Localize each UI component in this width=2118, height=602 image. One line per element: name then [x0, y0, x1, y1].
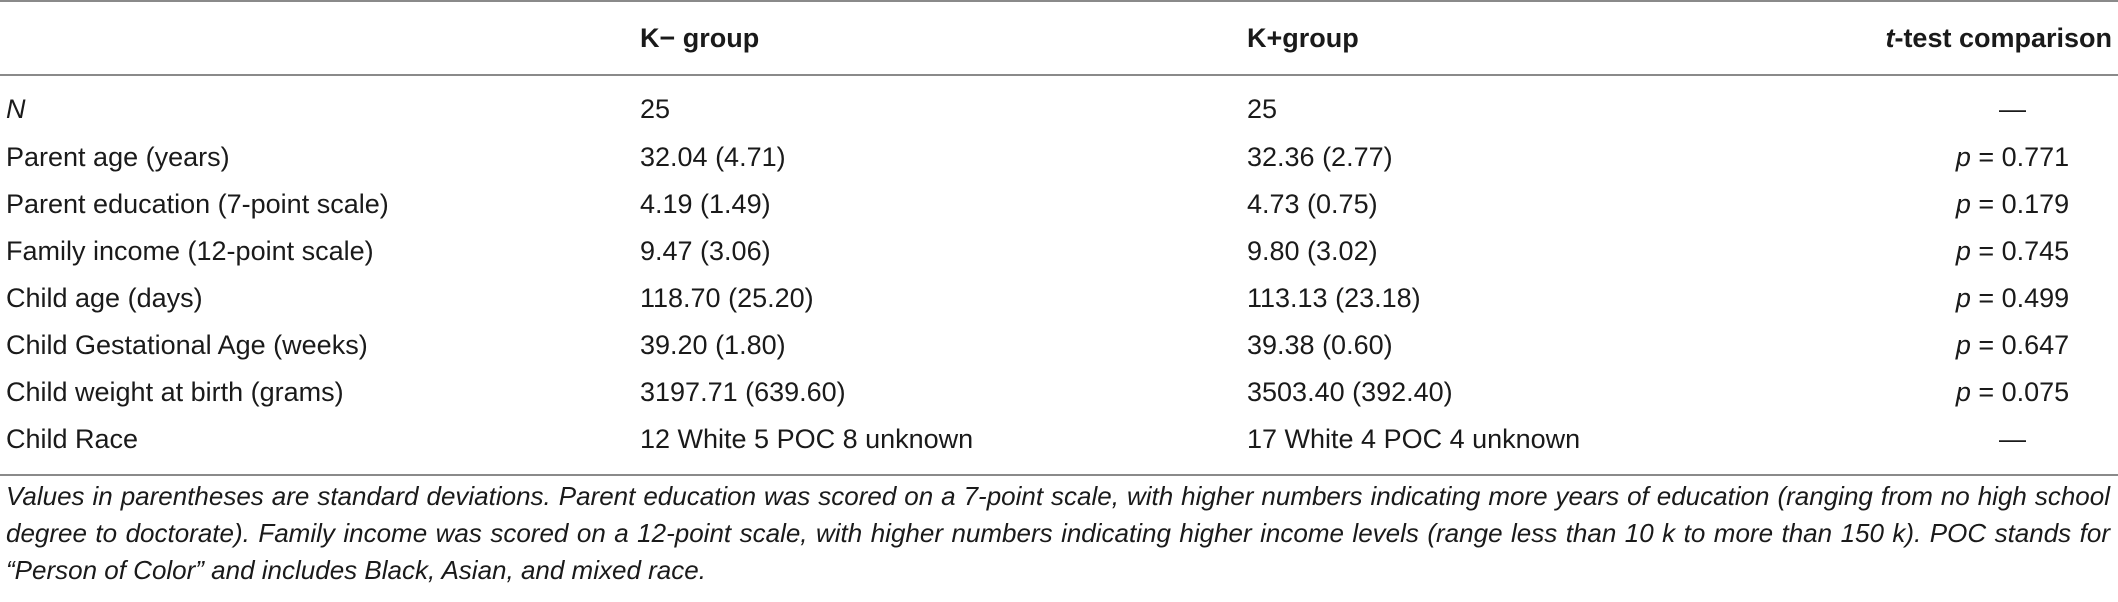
p-symbol: p	[1955, 142, 1971, 172]
row-label: Family income (12-point scale)	[6, 236, 374, 266]
row-label-italic: N	[6, 93, 26, 124]
k-plus-value: 17 White 4 POC 4 unknown	[1247, 424, 1581, 454]
k-plus-value: 3503.40 (392.40)	[1247, 377, 1453, 407]
header-t-test-comparison: t-test comparison	[1847, 1, 2118, 75]
p-symbol: p	[1955, 189, 1971, 219]
test-value: p = 0.075	[1847, 369, 2118, 416]
test-value: —	[1999, 93, 2026, 124]
table-row: Child Gestational Age (weeks) 39.20 (1.8…	[0, 322, 2118, 369]
row-label: Child weight at birth (grams)	[6, 377, 344, 407]
k-minus-value: 4.19 (1.49)	[640, 189, 771, 219]
p-symbol: p	[1955, 236, 1971, 266]
table-header: K− group K+group t-test comparison	[0, 1, 2118, 75]
demographics-table-container: K− group K+group t-test comparison N 25 …	[0, 1, 2118, 469]
k-plus-value: 113.13 (23.18)	[1247, 283, 1421, 313]
p-value: = 0.179	[1970, 189, 2070, 219]
header-empty	[0, 1, 640, 75]
p-symbol: p	[1955, 330, 1971, 360]
k-minus-value: 25	[640, 93, 671, 124]
k-minus-value: 12 White 5 POC 8 unknown	[640, 424, 974, 454]
table-row: Child age (days) 118.70 (25.20) 113.13 (…	[0, 275, 2118, 322]
header-k-minus-group: K− group	[640, 22, 760, 53]
p-value: = 0.647	[1970, 330, 2070, 360]
header-k-plus-group: K+group	[1247, 22, 1359, 53]
demographics-table: K− group K+group t-test comparison N 25 …	[0, 1, 2118, 469]
k-minus-value: 118.70 (25.20)	[640, 283, 814, 313]
table-row: Parent age (years) 32.04 (4.71) 32.36 (2…	[0, 134, 2118, 181]
k-plus-value: 39.38 (0.60)	[1247, 330, 1393, 360]
k-plus-value: 25	[1247, 93, 1278, 124]
table-body: N 25 25 — Parent age (years) 32.04 (4.71…	[0, 75, 2118, 469]
p-value: = 0.745	[1970, 236, 2070, 266]
table-row: Child weight at birth (grams) 3197.71 (6…	[0, 369, 2118, 416]
header-t-italic: t	[1885, 22, 1895, 53]
test-value: p = 0.647	[1847, 322, 2118, 369]
k-minus-value: 32.04 (4.71)	[640, 142, 786, 172]
test-value: —	[1999, 424, 2026, 454]
k-plus-value: 4.73 (0.75)	[1247, 189, 1378, 219]
table-row: Parent education (7-point scale) 4.19 (1…	[0, 181, 2118, 228]
table-row: Child Race 12 White 5 POC 8 unknown 17 W…	[0, 416, 2118, 469]
table-row: N 25 25 —	[0, 75, 2118, 134]
p-symbol: p	[1955, 377, 1971, 407]
test-value: p = 0.771	[1847, 134, 2118, 181]
p-value: = 0.075	[1970, 377, 2070, 407]
row-label: Parent education (7-point scale)	[6, 189, 389, 219]
k-plus-value: 32.36 (2.77)	[1247, 142, 1393, 172]
k-minus-value: 39.20 (1.80)	[640, 330, 786, 360]
table-row: Family income (12-point scale) 9.47 (3.0…	[0, 228, 2118, 275]
test-value: p = 0.745	[1847, 228, 2118, 275]
test-value: p = 0.179	[1847, 181, 2118, 228]
row-label: Child Gestational Age (weeks)	[6, 330, 368, 360]
header-t-suffix: -test comparison	[1894, 22, 2112, 53]
p-value: = 0.771	[1970, 142, 2070, 172]
k-minus-value: 3197.71 (639.60)	[640, 377, 846, 407]
header-row: K− group K+group t-test comparison	[0, 1, 2118, 75]
table-footnote: Values in parentheses are standard devia…	[6, 481, 2110, 585]
k-minus-value: 9.47 (3.06)	[640, 236, 771, 266]
test-value: p = 0.499	[1847, 275, 2118, 322]
row-label: Child Race	[6, 424, 139, 454]
p-value: = 0.499	[1970, 283, 2070, 313]
row-label: Child age (days)	[6, 283, 203, 313]
table-bottom-rule	[0, 474, 2118, 476]
row-label: Parent age (years)	[6, 142, 230, 172]
k-plus-value: 9.80 (3.02)	[1247, 236, 1378, 266]
p-symbol: p	[1955, 283, 1971, 313]
row-label: N	[0, 75, 640, 134]
